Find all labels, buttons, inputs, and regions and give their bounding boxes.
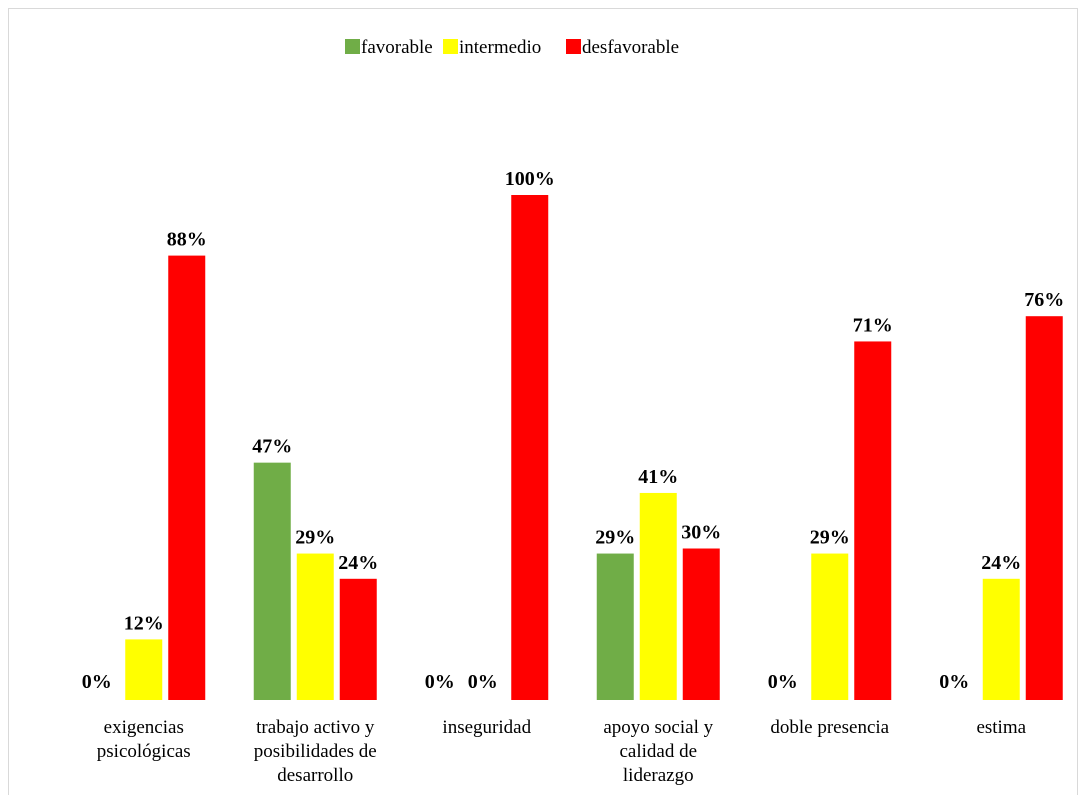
- data-label: 41%: [638, 466, 678, 488]
- category-label-line: desarrollo: [277, 765, 353, 786]
- bar-desfavorable: [854, 341, 892, 700]
- data-label: 71%: [853, 314, 893, 336]
- data-label: 88%: [167, 229, 207, 251]
- data-label: 0%: [82, 671, 112, 693]
- data-label: 29%: [595, 527, 635, 549]
- category-label: inseguridad: [442, 717, 531, 738]
- category-label-line: liderazgo: [623, 765, 694, 786]
- value-labels: 0%12%88%47%29%24%0% 0%100%29%41%30%0%29%7…: [82, 168, 1065, 693]
- data-label: 29%: [810, 527, 850, 549]
- data-label: 0%: [468, 671, 498, 693]
- bar-favorable: [596, 553, 634, 700]
- category-label-line: apoyo social y: [603, 717, 713, 738]
- data-label: 30%: [681, 522, 721, 544]
- bar-desfavorable: [339, 578, 377, 700]
- bar-intermedio: [296, 553, 334, 700]
- legend-item-intermedio: intermedio: [443, 37, 541, 58]
- bar-group: [125, 255, 206, 700]
- bar-intermedio: [125, 639, 163, 700]
- category-label-line: estima: [976, 717, 1026, 738]
- data-label: 0%: [425, 671, 455, 693]
- bar-desfavorable: [1025, 316, 1063, 700]
- bar-intermedio: [639, 492, 677, 700]
- bar-group: [596, 492, 720, 700]
- category-label-line: inseguridad: [442, 717, 531, 738]
- legend-label: intermedio: [459, 37, 541, 58]
- category-label-line: exigencias: [104, 717, 184, 738]
- legend-swatch: [443, 39, 458, 54]
- category-label-line: trabajo activo y: [256, 717, 375, 738]
- bar-desfavorable: [511, 195, 549, 700]
- bar-intermedio: [811, 553, 849, 700]
- data-label: 24%: [981, 552, 1021, 574]
- bar-group: [811, 341, 892, 700]
- bar-group: [511, 195, 549, 700]
- category-label-line: psicológicas: [97, 741, 191, 762]
- bar-desfavorable: [682, 548, 720, 700]
- category-labels: exigencias psicológicas trabajo activo y po…: [97, 717, 1027, 786]
- data-label: 0%: [939, 671, 969, 693]
- category-label: estima: [976, 717, 1026, 738]
- category-label: trabajo activo y posibilidades de desarrol…: [254, 717, 377, 786]
- category-label: doble presencia: [770, 717, 889, 738]
- data-label: 76%: [1024, 289, 1064, 311]
- legend-item-desfavorable: desfavorable: [566, 37, 679, 58]
- data-label: 100%: [505, 168, 555, 190]
- data-label: 24%: [338, 552, 378, 574]
- category-label-line: doble presencia: [770, 717, 889, 738]
- legend: favorable intermedio desfavorable: [345, 37, 679, 58]
- data-label: 29%: [295, 527, 335, 549]
- category-label-line: calidad de: [619, 741, 697, 762]
- legend-label: favorable: [361, 37, 433, 58]
- data-label: 47%: [252, 436, 292, 458]
- legend-label: desfavorable: [582, 37, 679, 58]
- bar-desfavorable: [168, 255, 206, 700]
- bar-group: [253, 462, 377, 700]
- category-label-line: posibilidades de: [254, 741, 377, 762]
- bar-group: [982, 316, 1063, 700]
- category-label: apoyo social y calidad de liderazgo: [603, 717, 713, 786]
- legend-swatch: [566, 39, 581, 54]
- bar-favorable: [253, 462, 291, 700]
- legend-item-favorable: favorable: [345, 37, 433, 58]
- data-label: 0%: [768, 671, 798, 693]
- legend-swatch: [345, 39, 360, 54]
- data-label: 12%: [124, 612, 164, 634]
- category-label: exigencias psicológicas: [97, 717, 191, 762]
- bar-intermedio: [982, 578, 1020, 700]
- bars: [125, 195, 1063, 700]
